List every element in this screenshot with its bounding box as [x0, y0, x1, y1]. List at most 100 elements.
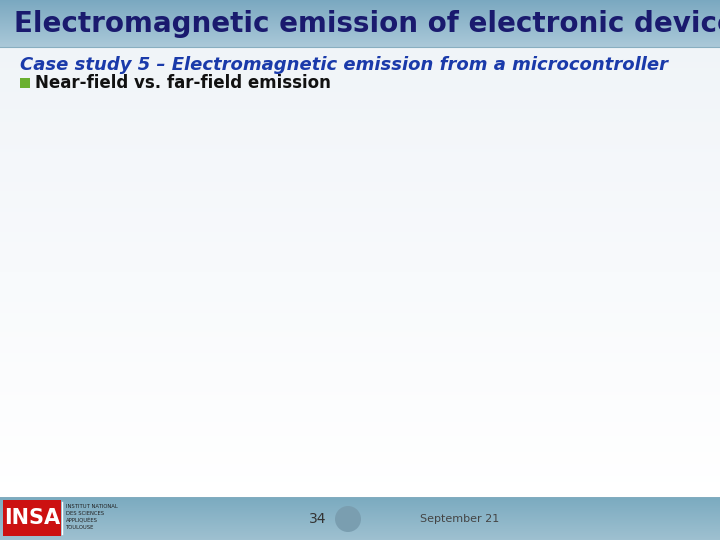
- Bar: [0, 12, 720, 13]
- Bar: [0, 143, 720, 145]
- Bar: [0, 37, 720, 38]
- Bar: [0, 511, 720, 512]
- Bar: [0, 459, 720, 461]
- Bar: [0, 537, 720, 538]
- Bar: [0, 506, 720, 507]
- Bar: [0, 527, 720, 528]
- Bar: [0, 534, 720, 535]
- Bar: [0, 24, 720, 25]
- Bar: [0, 364, 720, 367]
- Bar: [0, 306, 720, 308]
- Bar: [0, 474, 720, 476]
- Bar: [0, 3, 720, 4]
- Bar: [0, 509, 720, 510]
- Bar: [0, 514, 720, 515]
- Bar: [0, 127, 720, 130]
- Bar: [0, 519, 720, 521]
- Bar: [0, 465, 720, 467]
- Bar: [0, 216, 720, 218]
- Bar: [0, 17, 720, 18]
- Bar: [0, 488, 720, 489]
- Bar: [0, 50, 720, 51]
- Bar: [0, 131, 720, 132]
- Bar: [0, 430, 720, 433]
- Bar: [0, 122, 720, 124]
- Bar: [0, 63, 720, 65]
- Bar: [0, 528, 720, 529]
- Bar: [0, 312, 720, 314]
- Bar: [0, 0, 720, 1]
- Bar: [0, 498, 720, 499]
- Bar: [0, 31, 720, 32]
- Bar: [0, 2, 720, 3]
- Bar: [0, 106, 720, 109]
- Bar: [0, 166, 720, 168]
- Bar: [0, 467, 720, 469]
- Bar: [0, 451, 720, 454]
- Bar: [0, 189, 720, 191]
- Bar: [0, 380, 720, 381]
- Bar: [0, 521, 720, 522]
- Bar: [0, 342, 720, 344]
- Bar: [0, 1, 720, 2]
- Bar: [0, 12, 720, 13]
- Bar: [0, 123, 720, 125]
- Bar: [0, 27, 720, 28]
- Bar: [0, 40, 720, 41]
- Bar: [0, 413, 720, 415]
- Bar: [0, 381, 720, 383]
- Bar: [0, 495, 720, 497]
- Bar: [0, 42, 720, 43]
- Bar: [0, 512, 720, 514]
- Bar: [0, 480, 720, 482]
- Bar: [0, 531, 720, 532]
- Bar: [0, 25, 720, 26]
- Bar: [0, 62, 720, 64]
- Bar: [0, 524, 720, 525]
- Bar: [0, 441, 720, 443]
- Bar: [0, 43, 720, 44]
- Bar: [0, 38, 720, 39]
- Bar: [0, 39, 720, 40]
- Bar: [0, 14, 720, 15]
- Bar: [0, 176, 720, 178]
- Bar: [0, 214, 720, 217]
- Bar: [0, 498, 720, 500]
- Bar: [0, 501, 720, 502]
- Bar: [0, 19, 720, 20]
- Bar: [0, 11, 720, 12]
- Bar: [0, 11, 720, 12]
- Bar: [0, 535, 720, 536]
- Bar: [0, 519, 720, 520]
- Bar: [0, 424, 720, 427]
- Bar: [0, 28, 720, 29]
- Bar: [0, 307, 720, 309]
- Bar: [0, 243, 720, 245]
- Bar: [0, 531, 720, 532]
- Bar: [0, 409, 720, 411]
- Bar: [0, 309, 720, 311]
- Bar: [0, 332, 720, 334]
- Bar: [0, 20, 720, 21]
- Bar: [0, 533, 720, 534]
- Bar: [0, 11, 720, 12]
- Bar: [0, 15, 720, 16]
- Bar: [0, 469, 720, 471]
- Bar: [0, 519, 720, 520]
- Bar: [0, 4, 720, 5]
- Bar: [0, 38, 720, 39]
- Bar: [0, 523, 720, 524]
- Bar: [0, 508, 720, 509]
- Bar: [0, 6, 720, 7]
- Bar: [0, 239, 720, 240]
- Bar: [0, 14, 720, 15]
- Bar: [0, 375, 720, 377]
- Bar: [0, 4, 720, 5]
- Bar: [0, 87, 720, 89]
- Bar: [0, 192, 720, 194]
- Bar: [0, 68, 720, 70]
- Bar: [0, 5, 720, 6]
- Bar: [0, 9, 720, 10]
- Bar: [0, 482, 720, 483]
- Bar: [0, 32, 720, 33]
